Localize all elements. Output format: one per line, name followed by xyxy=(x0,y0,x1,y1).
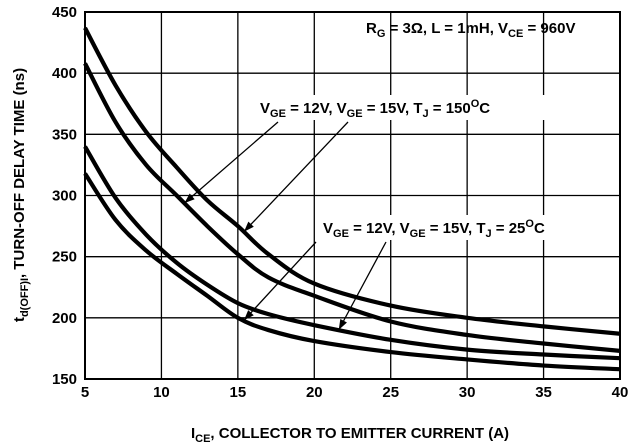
series-line-2 xyxy=(83,62,621,353)
x-tick-label: 5 xyxy=(81,384,89,401)
leader-hot-1 xyxy=(183,121,279,204)
x-tick-label: 35 xyxy=(535,384,552,401)
series-lines xyxy=(83,26,621,372)
y-tick-label: 200 xyxy=(52,310,77,327)
x-tick-label: 25 xyxy=(382,384,399,401)
y-axis-title: td(OFF)I, TURN-OFF DELAY TIME (ns) xyxy=(11,68,31,322)
plot-frame xyxy=(84,11,621,380)
x-tick-labels: 5 10 15 20 25 30 35 40 xyxy=(81,384,628,401)
x-axis-title: ICE, COLLECTOR TO EMITTER CURRENT (A) xyxy=(191,425,509,445)
annotation-conditions: RG = 3Ω, L = 1mH, VCE = 960V xyxy=(366,20,575,40)
y-tick-label: 150 xyxy=(52,371,77,388)
annotation-cold: VGE = 12V, VGE = 15V, TJ = 25OC xyxy=(323,218,545,240)
series-line-1 xyxy=(83,26,621,336)
y-tick-label: 400 xyxy=(52,65,77,82)
leader-hot-1-head xyxy=(184,193,195,204)
annotation-leaders xyxy=(183,121,387,331)
x-tick-label: 30 xyxy=(459,384,476,401)
annotation-hot: VGE = 12V, VGE = 15V, TJ = 150OC xyxy=(260,98,490,120)
x-tick-label: 10 xyxy=(153,384,170,401)
leader-hot-2-head xyxy=(243,221,254,232)
x-tick-label: 40 xyxy=(612,384,628,401)
leader-cold-1 xyxy=(243,241,317,321)
leader-hot-2 xyxy=(243,121,349,233)
annotation-cold-bg xyxy=(318,215,613,240)
x-tick-label: 15 xyxy=(230,384,247,401)
y-tick-label: 250 xyxy=(52,249,77,266)
y-tick-labels: 150 200 250 300 350 400 450 xyxy=(52,4,77,388)
leader-cold-1-head xyxy=(243,310,254,321)
y-tick-label: 450 xyxy=(52,4,77,21)
annotation-hot-bg xyxy=(255,95,610,120)
leader-cold-2 xyxy=(338,241,387,331)
y-tick-label: 350 xyxy=(52,126,77,143)
series-line-3 xyxy=(83,145,621,361)
series-line-4 xyxy=(83,172,621,372)
y-tick-label: 300 xyxy=(52,188,77,205)
leader-cold-2-head xyxy=(338,318,347,330)
x-tick-label: 20 xyxy=(306,384,323,401)
